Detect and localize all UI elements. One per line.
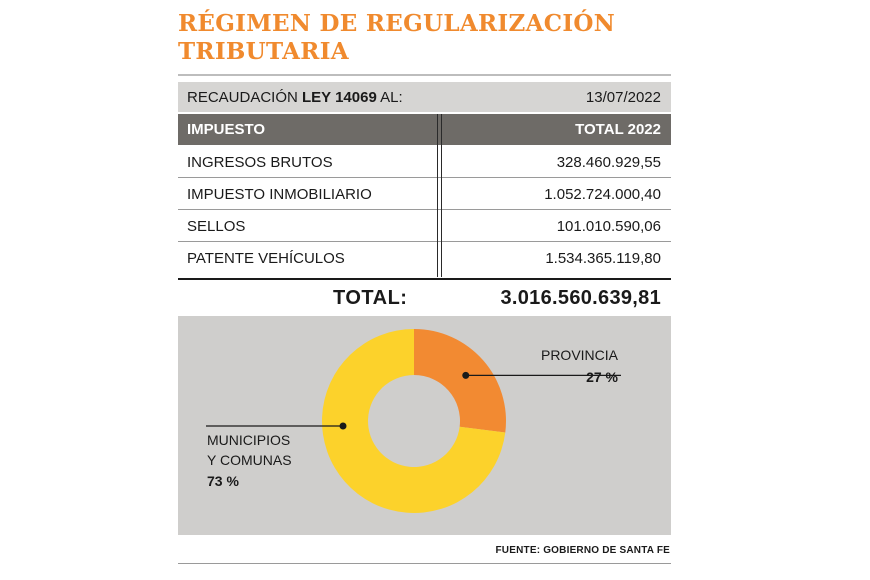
slice-label-1: MUNICIPIOS: [207, 432, 290, 448]
column-header-tax: IMPUESTO: [187, 121, 266, 138]
date-value: 13/07/2022: [585, 89, 661, 106]
slice-label-1: Y COMUNAS: [207, 452, 292, 468]
source-note: FUENTE: GOBIERNO DE SANTA FE: [495, 545, 670, 556]
table-header: IMPUESTO TOTAL 2022: [178, 114, 671, 145]
date-row: RECAUDACIÓN LEY 14069 AL: 13/07/2022: [178, 82, 671, 112]
row-tax-name: INGRESOS BRUTOS: [187, 154, 333, 171]
total-label: TOTAL:: [333, 287, 408, 309]
total-value: 3.016.560.639,81: [500, 287, 661, 309]
row-tax-value: 1.534.365.119,80: [545, 250, 661, 267]
table-row: PATENTE VEHÍCULOS 1.534.365.119,80: [178, 242, 671, 273]
table-row: INGRESOS BRUTOS 328.460.929,55: [178, 146, 671, 178]
title-line-1: RÉGIMEN DE REGULARIZACIÓN: [178, 10, 616, 37]
slice-percent-0: 27 %: [586, 369, 618, 385]
top-rule: [178, 74, 671, 76]
date-label-law: LEY 14069: [302, 89, 377, 106]
donut-chart-panel: PROVINCIA 27 % MUNICIPIOS Y COMUNAS 73 %: [178, 316, 671, 535]
row-tax-name: PATENTE VEHÍCULOS: [187, 250, 345, 267]
date-label-prefix: RECAUDACIÓN: [187, 89, 303, 106]
column-header-total: TOTAL 2022: [575, 121, 661, 138]
slice-percent-1: 73 %: [207, 473, 239, 489]
donut-slice-0: [414, 329, 506, 433]
row-tax-value: 101.010.590,06: [556, 218, 661, 235]
donut-chart: PROVINCIA 27 % MUNICIPIOS Y COMUNAS 73 %: [206, 329, 621, 513]
title-line-2: TRIBUTARIA: [178, 38, 349, 65]
row-tax-name: IMPUESTO INMOBILIARIO: [187, 186, 372, 203]
table-row: SELLOS 101.010.590,06: [178, 210, 671, 242]
row-tax-value: 328.460.929,55: [556, 154, 661, 171]
bottom-rule: [178, 563, 671, 564]
row-tax-name: SELLOS: [187, 218, 246, 235]
table-row: IMPUESTO INMOBILIARIO 1.052.724.000,40: [178, 178, 671, 210]
column-divider: [441, 114, 443, 277]
slice-label-0: PROVINCIA: [541, 347, 619, 363]
donut-slice-1: [322, 329, 506, 513]
page-title: RÉGIMEN DE REGULARIZACIÓN TRIBUTARIA: [178, 10, 698, 66]
total-row: TOTAL: 3.016.560.639,81: [178, 278, 671, 317]
column-divider: [437, 114, 439, 277]
row-tax-value: 1.052.724.000,40: [544, 186, 661, 203]
date-label-suffix: AL:: [376, 89, 403, 106]
date-label: RECAUDACIÓN LEY 14069 AL:: [187, 89, 403, 106]
